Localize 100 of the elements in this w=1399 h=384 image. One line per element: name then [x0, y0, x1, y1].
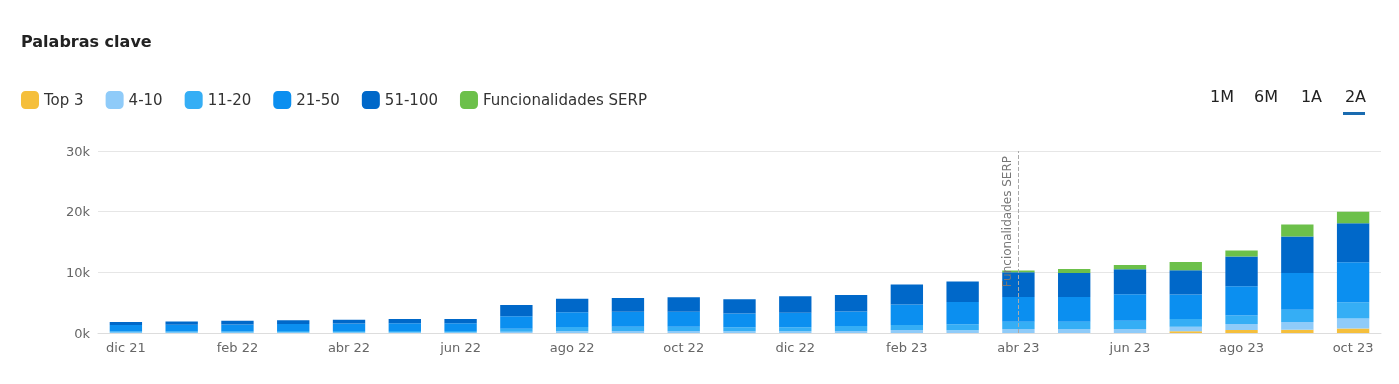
bar — [332, 323, 366, 331]
bar — [1113, 265, 1147, 270]
text: 6M — [1254, 86, 1278, 106]
text: 1A — [1300, 86, 1323, 106]
bar — [1002, 296, 1035, 322]
bar — [1113, 294, 1147, 321]
bar — [611, 330, 645, 333]
bar — [723, 327, 756, 332]
ref-line-label: Funcionalidades SERP — [1000, 156, 1015, 288]
legend-label: 11-20 — [207, 91, 252, 109]
x-tick-label: feb 23 — [886, 340, 928, 355]
bar — [277, 320, 310, 324]
bar — [1113, 329, 1147, 333]
bar — [890, 325, 924, 330]
bar — [1225, 323, 1258, 330]
x-tick-label: feb 22 — [216, 340, 259, 355]
bar — [1058, 269, 1091, 273]
x-tick-label: dic 22 — [775, 340, 816, 355]
text: 2A — [1344, 86, 1367, 106]
bar — [500, 316, 533, 329]
bar — [667, 330, 700, 333]
legend-label: Top 3 — [43, 91, 84, 109]
bar — [1225, 256, 1258, 287]
bar — [1281, 322, 1314, 330]
bar — [946, 281, 979, 303]
bar — [1002, 329, 1035, 333]
bar — [444, 319, 477, 324]
y-tick-label: 20k — [65, 204, 91, 220]
bar — [779, 312, 812, 328]
x-tick-label: dic 21 — [106, 340, 146, 355]
bar — [1281, 309, 1314, 323]
bar — [1002, 321, 1035, 330]
y-tick-label: 10k — [65, 264, 91, 280]
bar — [946, 302, 979, 325]
bar — [1225, 315, 1258, 324]
bar — [444, 323, 477, 331]
legend-label: Funcionalidades SERP — [482, 91, 647, 109]
bar — [109, 325, 143, 332]
x-tick-label: ago 23 — [1219, 340, 1264, 355]
x-tick-label: ago 22 — [549, 340, 595, 355]
legend-label: 21-50 — [296, 91, 340, 109]
x-tick-label: oct 23 — [1332, 340, 1374, 355]
x-tick-label: oct 22 — [663, 340, 705, 355]
bar — [1281, 236, 1314, 273]
legend-label: 4-10 — [128, 91, 163, 109]
bar — [500, 305, 533, 317]
bar — [1169, 262, 1202, 271]
bar — [1058, 321, 1091, 330]
bar — [1336, 211, 1370, 224]
bar — [388, 319, 421, 324]
bar — [1058, 272, 1091, 297]
y-tick-label: 0k — [74, 325, 91, 341]
bar — [1336, 302, 1370, 319]
bar — [109, 322, 143, 326]
bar — [779, 327, 812, 332]
y-tick-label: 30k — [65, 143, 91, 159]
bar — [1281, 272, 1314, 310]
bar — [1225, 250, 1258, 257]
bar — [1225, 329, 1258, 333]
bar — [1336, 223, 1370, 263]
bar — [611, 298, 645, 312]
bar — [779, 296, 812, 313]
bar — [221, 324, 254, 332]
x-tick-label: jun 22 — [439, 340, 481, 355]
bar — [388, 323, 421, 331]
bar — [611, 311, 645, 327]
bar — [667, 311, 700, 327]
bar — [1058, 296, 1091, 322]
bar — [1336, 318, 1370, 329]
x-tick-label: abr 23 — [997, 340, 1040, 355]
bar — [555, 312, 589, 327]
bar — [890, 284, 924, 305]
text: 1M — [1210, 86, 1234, 106]
bar — [723, 299, 756, 314]
bar — [834, 330, 868, 333]
bar — [221, 320, 254, 325]
bar — [555, 298, 589, 313]
bar — [834, 326, 868, 331]
bar — [667, 326, 700, 331]
bar — [834, 311, 868, 327]
bar — [1336, 262, 1370, 303]
bar — [1336, 328, 1370, 333]
bar — [946, 324, 979, 331]
bar — [1169, 319, 1202, 327]
bar — [1113, 269, 1147, 295]
bar — [946, 330, 979, 333]
bar — [890, 329, 924, 333]
bar — [1169, 270, 1202, 295]
bar — [332, 319, 366, 324]
bar — [611, 326, 645, 331]
bar — [834, 295, 868, 312]
legend-label: 51-100 — [384, 91, 438, 109]
bar — [1281, 329, 1314, 333]
bar — [165, 324, 198, 332]
bar — [1225, 286, 1258, 316]
bar — [1281, 224, 1314, 237]
bar — [165, 321, 198, 325]
x-tick-label: abr 22 — [327, 340, 371, 355]
bar — [555, 326, 589, 332]
bar — [1113, 320, 1147, 330]
